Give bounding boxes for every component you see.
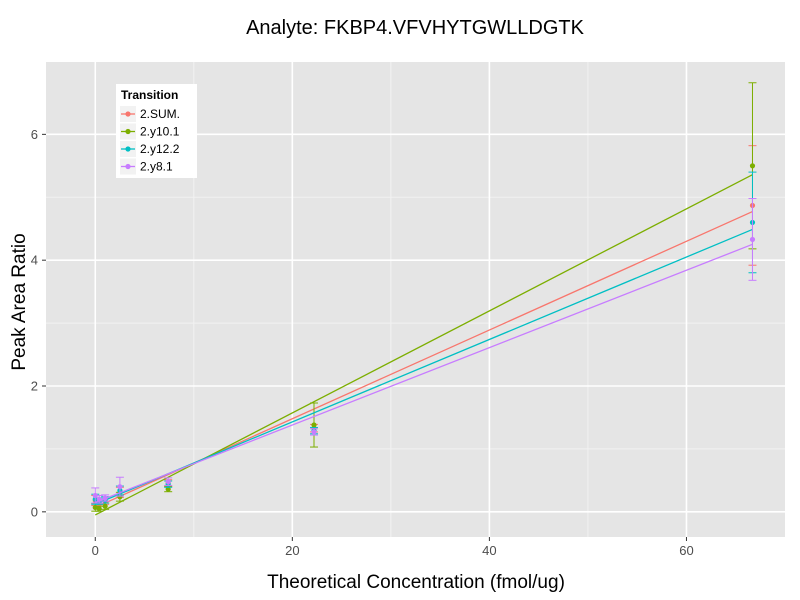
x-tick-label: 60: [679, 543, 693, 558]
legend-key-point: [125, 128, 131, 135]
chart-title: Analyte: FKBP4.VFVHYTGWLLDGTK: [246, 17, 585, 39]
major-gridlines: [46, 62, 785, 537]
data-point: [165, 479, 171, 485]
series-layer: [91, 82, 757, 516]
axis-ticks: 0 20 40 60 0 2 4 6: [31, 127, 694, 558]
legend-item-label: 2.y10.1: [140, 125, 180, 139]
legend-item-label: 2.SUM.: [140, 107, 180, 121]
legend: Transition 2.SUM. 2.y10.1 2.y12.2 2.y8.1: [116, 84, 197, 178]
y-tick-label: 6: [31, 127, 38, 142]
data-point: [311, 422, 317, 428]
fit-line: [95, 243, 753, 504]
y-axis-title: Peak Area Ratio: [9, 233, 30, 370]
y-tick-label: 0: [31, 504, 38, 519]
y-tick-label: 4: [31, 253, 38, 268]
data-point: [165, 486, 171, 492]
legend-key-point: [125, 146, 131, 152]
x-axis-title: Theoretical Concentration (fmol/ug): [267, 572, 565, 593]
x-tick-label: 20: [285, 543, 299, 558]
x-tick-label: 0: [92, 543, 99, 558]
data-point: [117, 484, 123, 490]
data-point: [102, 495, 108, 501]
legend-item-label: 2.y8.1: [140, 160, 173, 174]
legend-item-label: 2.y12.2: [140, 142, 180, 156]
data-point: [749, 163, 756, 169]
x-tick-label: 40: [482, 543, 496, 558]
data-point: [311, 429, 317, 435]
data-point: [96, 496, 102, 502]
data-point: [117, 494, 123, 500]
data-point: [102, 503, 108, 509]
data-point: [749, 236, 756, 243]
legend-key-point: [125, 111, 131, 117]
series-2-y8-1: [91, 198, 757, 504]
legend-title: Transition: [121, 88, 178, 102]
y-tick-label: 2: [31, 379, 38, 394]
data-point: [96, 506, 102, 512]
legend-key-point: [125, 163, 131, 170]
fit-line: [95, 228, 753, 505]
